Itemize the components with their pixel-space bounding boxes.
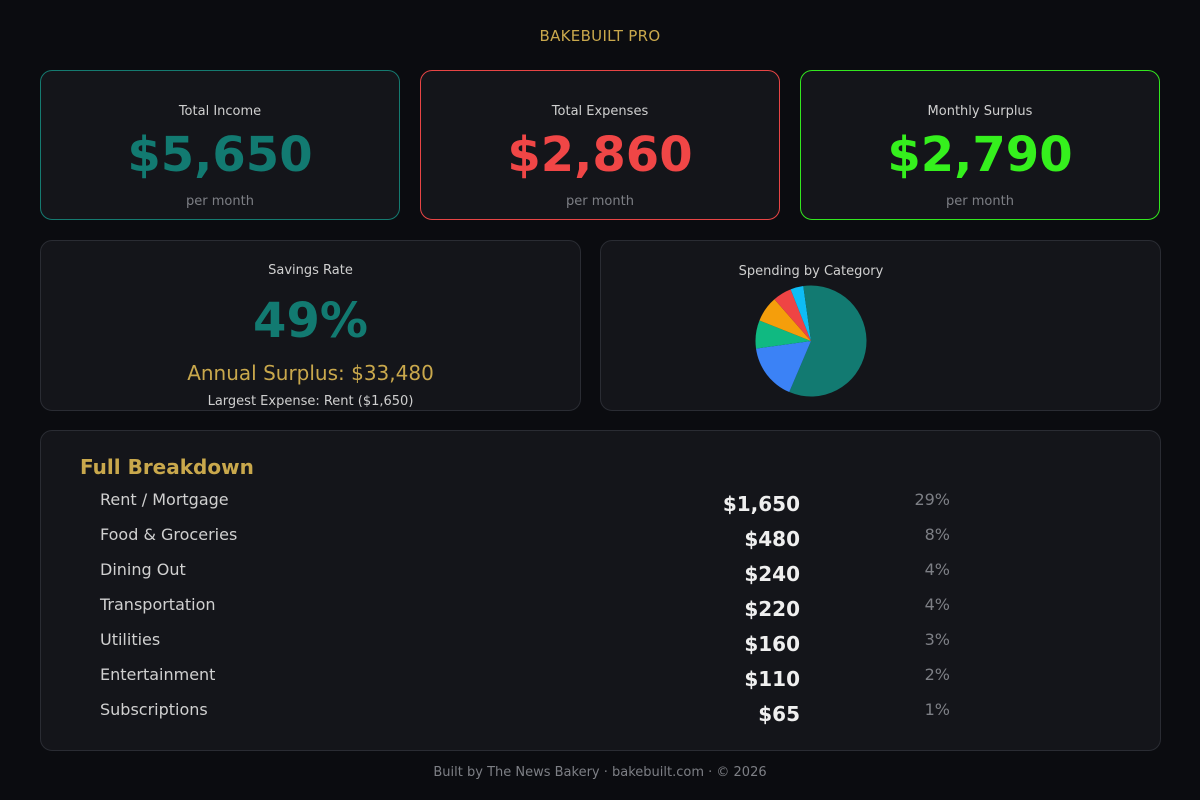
pie-slice-2 <box>755 320 811 349</box>
pie-slice-0 <box>789 285 867 397</box>
breakdown-amount: $220 <box>744 597 800 621</box>
total-expenses-card: Total Expenses $2,860 per month <box>420 70 780 220</box>
pie-slice-3 <box>759 299 811 341</box>
breakdown-category: Food & Groceries <box>100 525 238 544</box>
total-expenses-period: per month <box>566 194 634 209</box>
monthly-surplus-value: $2,790 <box>887 127 1073 183</box>
total-expenses-value: $2,860 <box>507 127 693 183</box>
savings-rate-value: 49% <box>253 293 368 349</box>
breakdown-percent: 3% <box>924 630 950 649</box>
breakdown-percent: 8% <box>924 525 950 544</box>
savings-rate-card: Savings Rate 49% Annual Surplus: $33,480… <box>40 240 581 411</box>
breakdown-row: Transportation $220 4% <box>41 595 1160 630</box>
breakdown-amount: $160 <box>744 632 800 656</box>
breakdown-percent: 2% <box>924 665 950 684</box>
total-income-period: per month <box>186 194 254 209</box>
pie-slice-6 <box>803 285 811 341</box>
breakdown-amount: $240 <box>744 562 800 586</box>
breakdown-row: Utilities $160 3% <box>41 630 1160 665</box>
spending-by-category-card: Spending by Category <box>600 240 1161 411</box>
pie-slice-5 <box>790 286 811 341</box>
app-title: BAKEBUILT PRO <box>539 27 661 45</box>
footer-credit: Built by The News Bakery · bakebuilt.com… <box>433 765 767 780</box>
breakdown-category: Rent / Mortgage <box>100 490 229 509</box>
full-breakdown-card: Full Breakdown Rent / Mortgage $1,650 29… <box>40 430 1161 751</box>
breakdown-category: Transportation <box>100 595 216 614</box>
breakdown-percent: 4% <box>924 560 950 579</box>
total-income-card: Total Income $5,650 per month <box>40 70 400 220</box>
savings-rate-label: Savings Rate <box>268 263 353 278</box>
breakdown-row: Rent / Mortgage $1,650 29% <box>41 490 1160 525</box>
breakdown-amount: $480 <box>744 527 800 551</box>
pie-slice-4 <box>774 289 811 341</box>
breakdown-row: Food & Groceries $480 8% <box>41 525 1160 560</box>
breakdown-percent: 1% <box>924 700 950 719</box>
breakdown-category: Entertainment <box>100 665 216 684</box>
breakdown-row: Dining Out $240 4% <box>41 560 1160 595</box>
breakdown-row: Entertainment $110 2% <box>41 665 1160 700</box>
pie-slice-1 <box>756 341 811 393</box>
breakdown-percent: 4% <box>924 595 950 614</box>
breakdown-row: Subscriptions $65 1% <box>41 700 1160 735</box>
breakdown-amount: $1,650 <box>722 492 800 516</box>
total-income-label: Total Income <box>178 104 262 119</box>
monthly-surplus-period: per month <box>946 194 1014 209</box>
total-expenses-label: Total Expenses <box>551 104 649 119</box>
breakdown-amount: $110 <box>744 667 800 691</box>
spending-pie-chart <box>755 285 867 397</box>
total-income-value: $5,650 <box>127 127 313 183</box>
spending-by-category-label: Spending by Category <box>738 264 884 279</box>
monthly-surplus-label: Monthly Surplus <box>927 104 1033 119</box>
monthly-surplus-card: Monthly Surplus $2,790 per month <box>800 70 1160 220</box>
breakdown-amount: $65 <box>758 702 800 726</box>
largest-expense: Largest Expense: Rent ($1,650) <box>207 394 414 409</box>
breakdown-category: Utilities <box>100 630 161 649</box>
full-breakdown-title: Full Breakdown <box>80 455 254 479</box>
breakdown-category: Subscriptions <box>100 700 208 719</box>
breakdown-category: Dining Out <box>100 560 186 579</box>
breakdown-percent: 29% <box>914 490 950 509</box>
annual-surplus: Annual Surplus: $33,480 <box>187 361 434 385</box>
